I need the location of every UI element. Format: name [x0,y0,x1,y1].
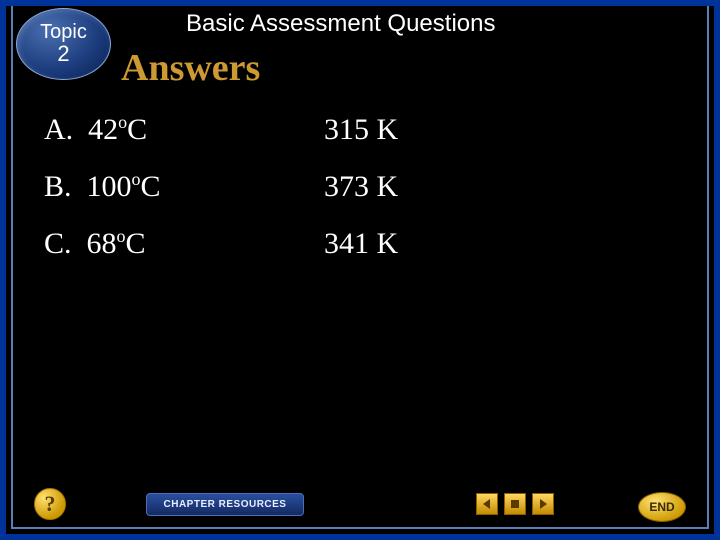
help-button[interactable]: ? [34,488,66,520]
answer-temp-unit: C [127,113,147,146]
answer-row: C. 68oC 341 K [44,226,674,261]
answer-temp-value: 42 [88,113,118,146]
topic-label: Topic [40,22,87,42]
answer-row: A. 42oC 315 K [44,112,674,147]
degree-superscript: o [132,169,141,189]
answer-celsius: B. 100oC [44,169,324,204]
chapter-resources-button[interactable]: CHAPTER RESOURCES [146,493,304,516]
page-title: Basic Assessment Questions [186,10,674,38]
answer-temp-unit: C [141,170,161,203]
answer-celsius: C. 68oC [44,226,324,261]
answer-kelvin: 341 K [324,227,398,261]
answer-kelvin: 373 K [324,170,398,204]
square-stop-icon [509,498,521,510]
degree-superscript: o [118,112,127,132]
answers-heading: Answers [121,46,260,90]
answer-temp-unit: C [126,227,146,260]
end-button[interactable]: END [638,492,686,522]
triangle-left-icon [481,498,493,510]
answer-celsius: A. 42oC [44,112,324,147]
answer-letter: C. [44,227,72,260]
nav-next-button[interactable] [532,493,554,515]
triangle-right-icon [537,498,549,510]
nav-prev-button[interactable] [476,493,498,515]
answer-kelvin: 315 K [324,113,398,147]
answer-temp-value: 68 [87,227,117,260]
topic-badge: Topic 2 [16,8,111,80]
nav-cluster [476,493,554,515]
answer-letter: B. [44,170,72,203]
answer-row: B. 100oC 373 K [44,169,674,204]
degree-superscript: o [117,226,126,246]
answer-temp-value: 100 [87,170,132,203]
answers-list: A. 42oC 315 K B. 100oC 373 K C. 68oC 341… [44,112,674,283]
topic-number: 2 [57,42,69,66]
answer-letter: A. [44,113,73,146]
nav-stop-button[interactable] [504,493,526,515]
slide: Topic 2 Basic Assessment Questions Answe… [0,0,720,540]
bottom-toolbar: ? CHAPTER RESOURCES END [16,486,704,522]
